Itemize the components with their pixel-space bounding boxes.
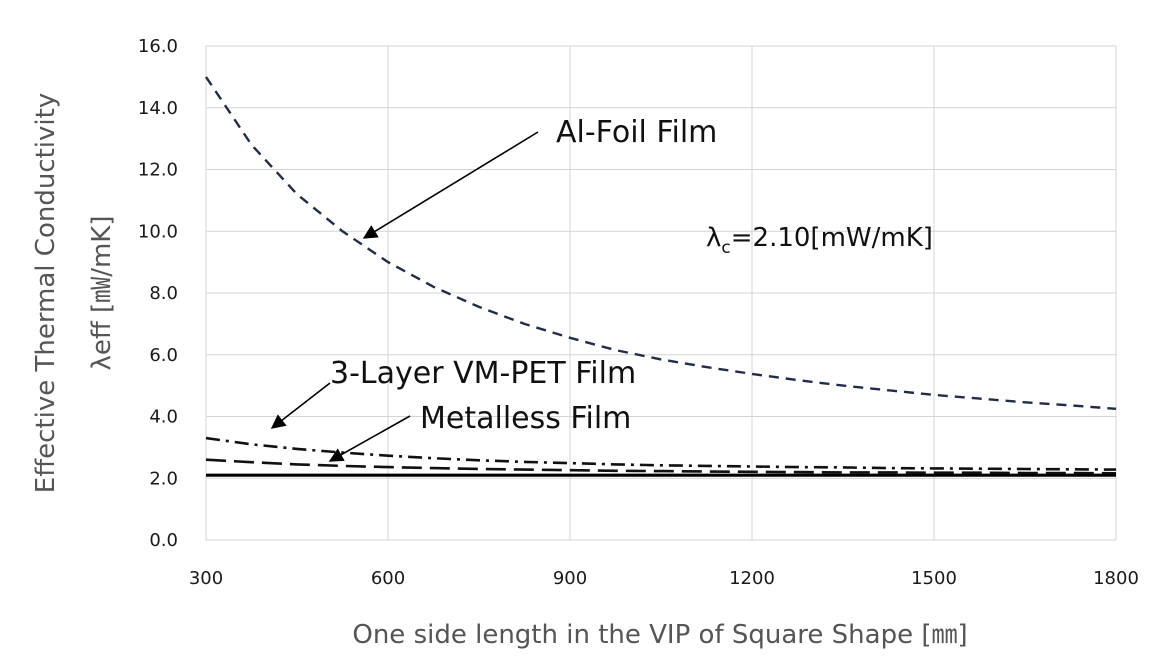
x-tick-label: 900 [553,568,587,589]
arrow-vmpet [270,382,331,429]
annotation-lambda-c: λc=2.10[mW/mK] [706,223,933,258]
x-tick-label: 1200 [729,568,775,589]
arrow-metalless [328,415,411,462]
series-line-1 [205,436,1117,471]
x-tick-label: 600 [371,568,405,589]
y-tick-label: 8.0 [149,283,178,304]
lambda-value: =2.10[mW/mK] [731,223,933,253]
y-tick-label: 14.0 [138,98,178,119]
series-line-0 [205,76,1117,410]
y-axis-title-line1: Effective Thermal Conductivity [31,93,61,493]
gridlines [205,45,1117,541]
arrow-al-foil [362,131,539,239]
y-tick-label: 6.0 [149,345,178,366]
lambda-symbol: λ [706,223,721,253]
lambda-subscript: c [721,238,730,258]
annotation-metalless: Metalless Film [420,401,631,436]
x-axis-title: One side length in the VIP of Square Sha… [352,620,967,650]
y-axis-title-line2: λeff [㎽/mK] [87,216,117,371]
x-tick-label: 300 [189,568,223,589]
y-tick-label: 2.0 [149,468,178,489]
annotation-al-foil: Al-Foil Film [556,115,717,150]
annotation-vmpet: 3-Layer VM-PET Film [330,356,636,391]
y-tick-label: 16.0 [138,36,178,57]
y-tick-label: 12.0 [138,160,178,181]
series-lines [205,76,1117,477]
y-tick-labels: 0.0 2.0 4.0 6.0 8.0 10.0 12.0 14.0 16.0 [138,36,178,551]
y-tick-label: 4.0 [149,407,178,428]
x-tick-label: 1800 [1093,568,1139,589]
x-tick-label: 1500 [911,568,957,589]
x-tick-labels: 300 600 900 1200 1500 1800 [189,568,1139,589]
series-line-2 [205,458,1117,475]
y-tick-label: 0.0 [149,530,178,551]
y-tick-label: 10.0 [138,221,178,242]
